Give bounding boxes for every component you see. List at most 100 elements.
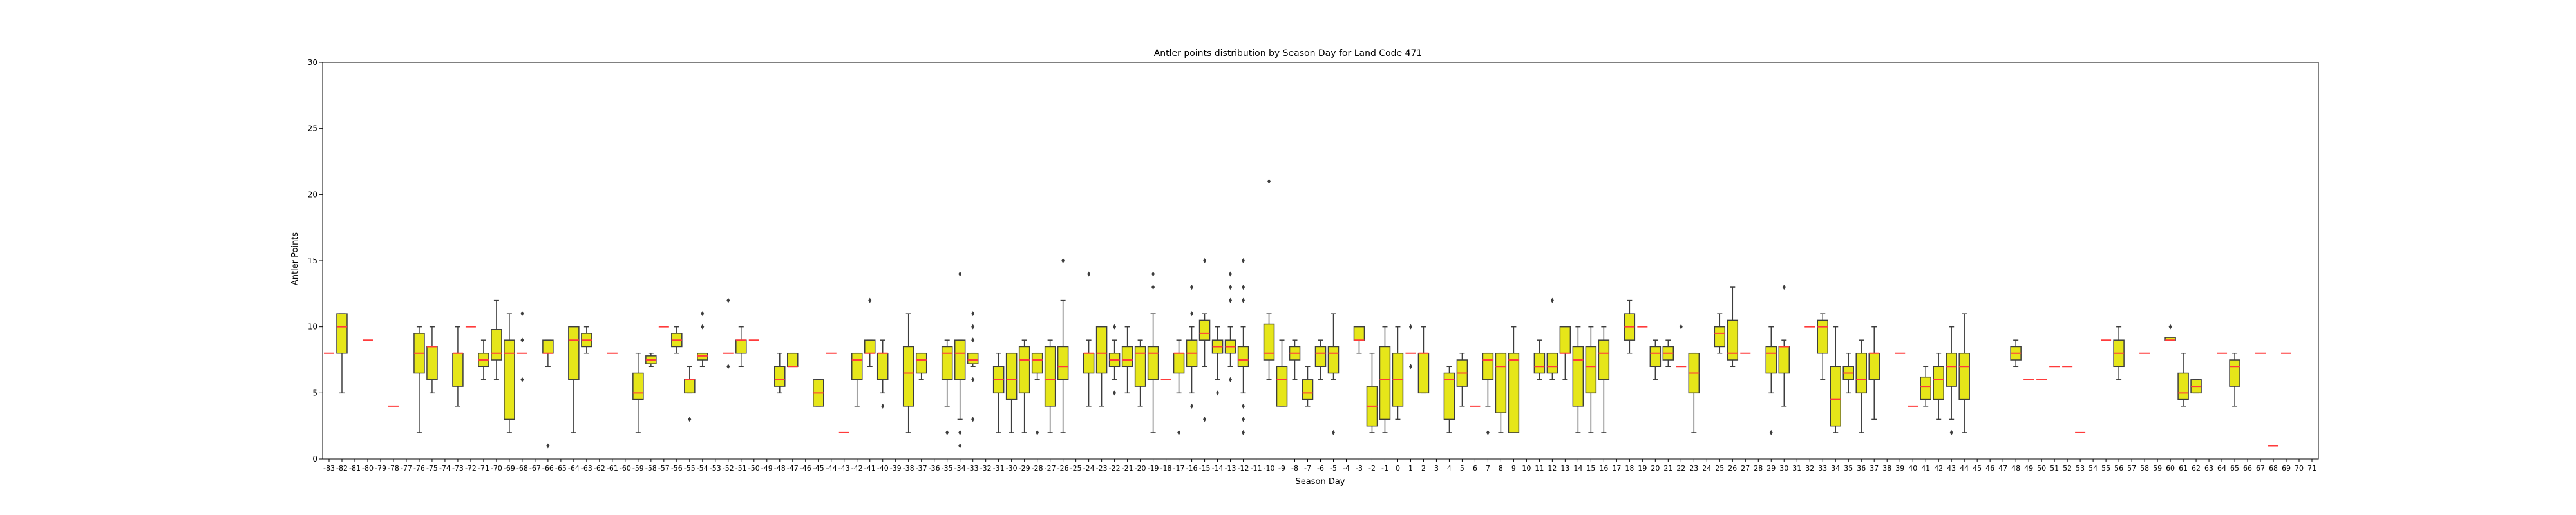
y-tick-label: 20 xyxy=(308,190,317,199)
x-tick-label: -83 xyxy=(323,464,335,473)
x-tick-label: 3 xyxy=(1434,464,1439,473)
box-body xyxy=(902,346,914,407)
x-tick-label: -14 xyxy=(1212,464,1224,473)
x-tick-label: -80 xyxy=(362,464,374,473)
x-tick-label: 17 xyxy=(1612,464,1621,473)
box-body xyxy=(542,339,554,354)
x-tick-label: -70 xyxy=(491,464,502,473)
x-tick-label: -49 xyxy=(761,464,773,473)
x-tick-label: -45 xyxy=(813,464,824,473)
box-body xyxy=(1649,346,1662,368)
x-tick-label: 0 xyxy=(1396,464,1400,473)
x-tick-label: 8 xyxy=(1499,464,1503,473)
box-body xyxy=(1817,319,1828,354)
x-tick-label: -23 xyxy=(1096,464,1108,473)
box-body xyxy=(1327,346,1340,374)
x-tick-label: -48 xyxy=(774,464,786,473)
x-tick-label: 69 xyxy=(2282,464,2291,473)
x-tick-label: -62 xyxy=(594,464,605,473)
x-tick-label: -50 xyxy=(748,464,760,473)
x-tick-label: -39 xyxy=(890,464,902,473)
outlier-point xyxy=(1242,297,1245,303)
x-tick-label: -43 xyxy=(838,464,850,473)
box-body xyxy=(1572,346,1584,407)
outlier-point xyxy=(958,429,962,435)
outlier-point xyxy=(1408,324,1412,330)
x-tick-label: -34 xyxy=(954,464,966,473)
box-body xyxy=(1083,352,1095,374)
x-tick-label: 40 xyxy=(1908,464,1917,473)
outlier-point xyxy=(1486,429,1490,435)
outlier-point xyxy=(868,297,872,303)
y-axis-label: Antler Points xyxy=(290,232,300,286)
x-tick-label: 27 xyxy=(1741,464,1750,473)
outlier-point xyxy=(1242,429,1245,435)
outlier-point xyxy=(1151,271,1155,277)
outlier-point xyxy=(1229,377,1233,382)
x-tick-label: -81 xyxy=(349,464,361,473)
outlier-point xyxy=(1229,271,1233,277)
outlier-point xyxy=(520,377,524,382)
box-body xyxy=(1147,346,1159,380)
box-body xyxy=(1727,319,1739,360)
outlier-point xyxy=(1242,403,1245,409)
x-tick-label: -9 xyxy=(1278,464,1285,473)
x-tick-label: -3 xyxy=(1356,464,1363,473)
x-tick-label: 64 xyxy=(2217,464,2226,473)
outlier-point xyxy=(1036,429,1039,435)
x-tick-label: -63 xyxy=(581,464,592,473)
x-tick-label: 62 xyxy=(2192,464,2201,473)
x-tick-label: -11 xyxy=(1251,464,1262,473)
box-body xyxy=(915,352,927,374)
x-tick-label: 47 xyxy=(1998,464,2007,473)
box-body xyxy=(787,352,799,368)
box-body xyxy=(1173,352,1185,374)
x-tick-label: -40 xyxy=(877,464,889,473)
x-tick-label: -69 xyxy=(504,464,515,473)
x-tick-label: -42 xyxy=(851,464,863,473)
x-tick-label: 18 xyxy=(1625,464,1634,473)
x-tick-label: 50 xyxy=(2037,464,2046,473)
box-body xyxy=(1765,346,1777,374)
outlier-point xyxy=(1267,178,1271,184)
x-tick-label: -66 xyxy=(542,464,554,473)
x-tick-label: 66 xyxy=(2243,464,2252,473)
outlier-point xyxy=(520,337,524,343)
x-tick-label: -58 xyxy=(645,464,657,473)
x-tick-label: -24 xyxy=(1083,464,1095,473)
x-tick-label: -52 xyxy=(723,464,734,473)
box-body xyxy=(1121,346,1133,368)
x-tick-label: -73 xyxy=(452,464,464,473)
x-tick-label: 65 xyxy=(2230,464,2239,473)
x-tick-label: -68 xyxy=(516,464,528,473)
x-tick-label: -4 xyxy=(1343,464,1350,473)
x-tick-label: 14 xyxy=(1573,464,1582,473)
box-body xyxy=(1044,346,1056,407)
outlier-point xyxy=(881,403,885,409)
box-body xyxy=(864,339,876,354)
box-body xyxy=(1005,352,1018,400)
x-tick-label: 48 xyxy=(2011,464,2020,473)
outlier-point xyxy=(1190,311,1194,317)
x-tick-label: 28 xyxy=(1754,464,1763,473)
x-tick-label: 70 xyxy=(2295,464,2304,473)
outlier-point xyxy=(1203,258,1207,263)
x-tick-label: -72 xyxy=(465,464,477,473)
outlier-point xyxy=(688,417,692,422)
box-body xyxy=(1585,346,1597,394)
x-tick-label: -36 xyxy=(929,464,940,473)
x-tick-label: 71 xyxy=(2307,464,2316,473)
box-body xyxy=(1830,366,1841,427)
box-body xyxy=(1057,346,1069,380)
x-tick-label: 39 xyxy=(1895,464,1904,473)
x-tick-label: -54 xyxy=(697,464,708,473)
box-body xyxy=(941,346,953,380)
outlier-point xyxy=(971,324,975,330)
x-tick-label: -15 xyxy=(1199,464,1211,473)
plot-frame xyxy=(322,62,2319,460)
box-body xyxy=(735,339,747,354)
x-tick-label: -59 xyxy=(632,464,644,473)
x-tick-label: 68 xyxy=(2269,464,2278,473)
x-tick-label: 25 xyxy=(1715,464,1724,473)
x-tick-label: -46 xyxy=(800,464,811,473)
